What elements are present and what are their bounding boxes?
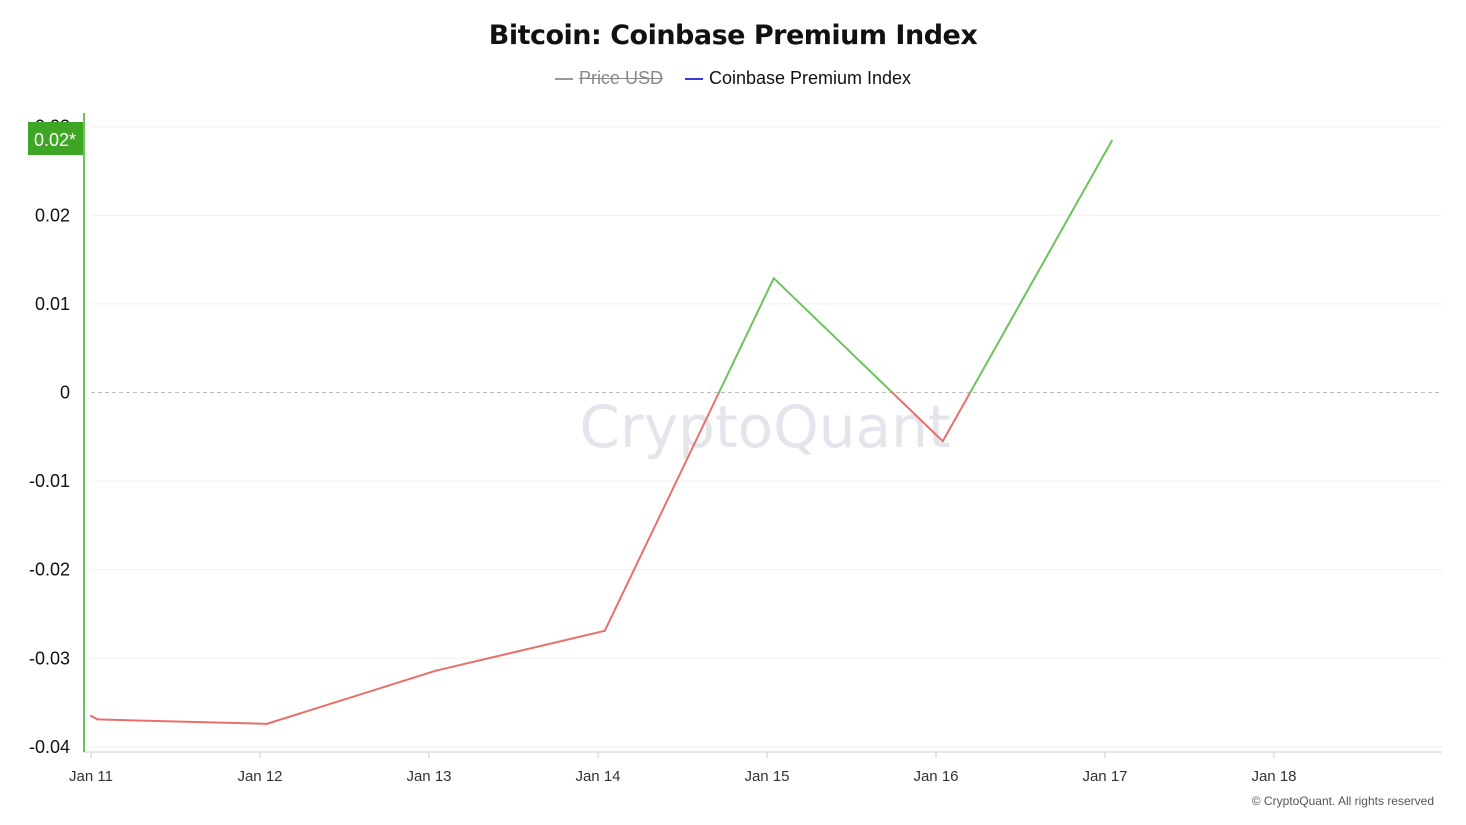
y-tick-label: 0.01 <box>35 294 70 314</box>
y-tick-label: 0 <box>60 383 70 403</box>
legend-item-coinbase-premium-index[interactable]: Coinbase Premium Index <box>684 68 912 89</box>
series-segment <box>891 391 944 443</box>
chart-title: Bitcoin: Coinbase Premium Index <box>488 20 978 51</box>
series-segment <box>772 277 894 394</box>
legend-label-coinbase-premium-index: Coinbase Premium Index <box>708 68 912 88</box>
legend-swatch-coinbase-premium-index <box>684 77 703 80</box>
x-tick-label: Jan 16 <box>913 768 958 785</box>
legend-item-price-usd[interactable]: Price USD <box>554 68 663 89</box>
x-tick-label: Jan 14 <box>575 768 620 785</box>
data-point <box>1110 139 1113 142</box>
legend-swatch-price-usd <box>554 77 573 80</box>
y-tick-label: -0.03 <box>29 648 70 668</box>
y-tick-label: 0.02 <box>35 205 70 225</box>
current-value-badge <box>28 122 83 155</box>
series-segment <box>434 629 606 672</box>
x-tick-label: Jan 12 <box>237 768 282 785</box>
data-point <box>96 718 99 721</box>
watermark: CryptoQuant <box>579 393 950 461</box>
x-tick-label: Jan 15 <box>744 768 789 785</box>
data-point <box>941 440 944 443</box>
current-value-badge-label: 0.02* <box>34 130 76 150</box>
data-point <box>265 722 268 725</box>
data-point <box>772 277 775 280</box>
x-tick-label: Jan 13 <box>406 768 451 785</box>
legend: Price USD Coinbase Premium Index <box>0 68 1466 89</box>
y-tick-label: -0.01 <box>29 471 70 491</box>
series-segment <box>265 669 437 725</box>
y-tick-label: -0.04 <box>29 737 70 757</box>
data-point <box>90 714 92 717</box>
series-segment <box>717 277 775 394</box>
x-tick-label: Jan 11 <box>69 768 113 785</box>
series-segment <box>941 391 972 443</box>
series-segment <box>90 714 99 721</box>
series-segment <box>969 139 1113 394</box>
data-point <box>603 629 606 632</box>
series-segment <box>96 718 268 725</box>
x-tick-label: Jan 17 <box>1082 768 1127 785</box>
legend-label-price-usd: Price USD <box>578 68 663 88</box>
y-tick-label: -0.02 <box>29 560 70 580</box>
x-tick-label: Jan 18 <box>1251 768 1296 785</box>
copyright-footer: © CryptoQuant. All rights reserved <box>1251 794 1434 808</box>
data-point <box>434 669 437 672</box>
series-segment <box>603 391 720 632</box>
